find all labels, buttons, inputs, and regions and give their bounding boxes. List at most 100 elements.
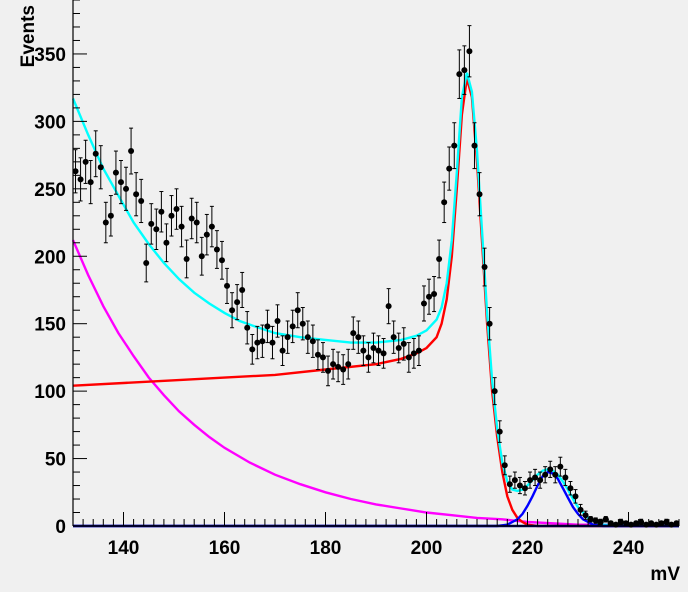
point-marker — [441, 199, 448, 206]
point-marker — [390, 334, 397, 341]
data-point — [148, 203, 155, 245]
data-point — [87, 159, 94, 205]
point-marker — [521, 485, 528, 492]
data-point — [582, 510, 589, 520]
point-marker — [309, 338, 316, 345]
point-marker — [648, 520, 655, 527]
data-point — [617, 518, 624, 526]
point-marker — [426, 293, 433, 300]
point-marker — [587, 516, 594, 523]
point-marker — [269, 339, 276, 346]
point-marker — [415, 347, 422, 354]
data-point — [330, 348, 337, 380]
data-point — [244, 311, 251, 345]
point-marker — [633, 520, 640, 527]
point-marker — [511, 477, 518, 484]
data-point — [92, 130, 99, 178]
point-marker — [203, 231, 210, 238]
point-marker — [284, 334, 291, 341]
x-tick-label: 160 — [209, 538, 241, 559]
point-marker — [92, 150, 99, 157]
data-point — [279, 335, 286, 367]
data-point — [82, 139, 89, 184]
point-marker — [249, 346, 256, 353]
plot-area — [73, 0, 679, 526]
data-point — [128, 127, 135, 175]
data-point — [188, 197, 195, 240]
data-point — [133, 172, 140, 217]
x-tick-label: 240 — [613, 538, 645, 559]
data-point — [562, 468, 569, 487]
point-marker — [562, 474, 569, 481]
point-marker — [537, 477, 544, 484]
data-point — [269, 325, 276, 360]
fit-curve-1 — [71, 239, 680, 528]
data-point — [461, 45, 468, 95]
data-point — [102, 201, 109, 244]
data-point — [481, 247, 488, 287]
data-point — [436, 239, 443, 279]
point-marker — [516, 482, 523, 489]
data-point — [420, 285, 427, 322]
point-marker — [431, 291, 438, 298]
data-point — [451, 122, 458, 170]
data-point — [375, 335, 382, 367]
data-point — [673, 520, 680, 527]
point-marker — [213, 246, 220, 253]
point-marker — [400, 340, 407, 347]
data-point — [355, 320, 362, 354]
point-marker — [582, 512, 589, 519]
point-marker — [340, 366, 347, 373]
point-marker — [420, 300, 427, 307]
point-marker — [476, 191, 483, 198]
point-marker — [163, 239, 170, 246]
point-marker — [244, 324, 251, 331]
point-marker — [446, 165, 453, 172]
data-point — [602, 516, 609, 523]
point-marker — [405, 354, 412, 361]
point-marker — [350, 330, 357, 337]
data-point — [309, 324, 316, 358]
data-point — [496, 420, 503, 443]
data-point — [456, 49, 463, 99]
data-point — [385, 288, 392, 325]
data-point — [577, 503, 584, 516]
data-point — [537, 471, 544, 489]
data-point — [547, 460, 554, 478]
data-point — [77, 157, 84, 202]
point-marker — [173, 206, 180, 213]
point-marker — [87, 179, 94, 186]
point-marker — [542, 471, 549, 478]
data-point — [112, 150, 119, 195]
point-marker — [259, 338, 266, 345]
point-marker — [370, 344, 377, 351]
data-point — [218, 240, 225, 280]
data-point — [229, 292, 236, 329]
point-marker — [299, 320, 306, 327]
point-marker — [395, 344, 402, 351]
point-marker — [638, 518, 645, 525]
data-point — [158, 191, 165, 233]
y-tick-label: 50 — [45, 450, 66, 471]
point-marker — [496, 428, 503, 435]
point-marker — [532, 474, 539, 481]
y-tick-label: 0 — [55, 517, 66, 538]
data-point — [138, 178, 145, 224]
data-point — [319, 342, 326, 373]
point-marker — [107, 212, 114, 219]
x-tick-label: 140 — [108, 538, 140, 559]
data-point — [360, 335, 367, 367]
data-point — [284, 320, 291, 354]
point-marker — [128, 148, 135, 155]
data-point — [168, 195, 175, 237]
data-point — [335, 351, 342, 383]
data-point — [254, 325, 261, 360]
y-tick-label: 200 — [34, 247, 66, 268]
point-marker — [330, 361, 337, 368]
data-point — [567, 480, 574, 496]
y-tick-label: 300 — [34, 112, 66, 133]
data-point — [213, 230, 220, 269]
data-point — [491, 377, 498, 406]
point-marker — [208, 223, 215, 230]
data-point — [542, 466, 549, 484]
